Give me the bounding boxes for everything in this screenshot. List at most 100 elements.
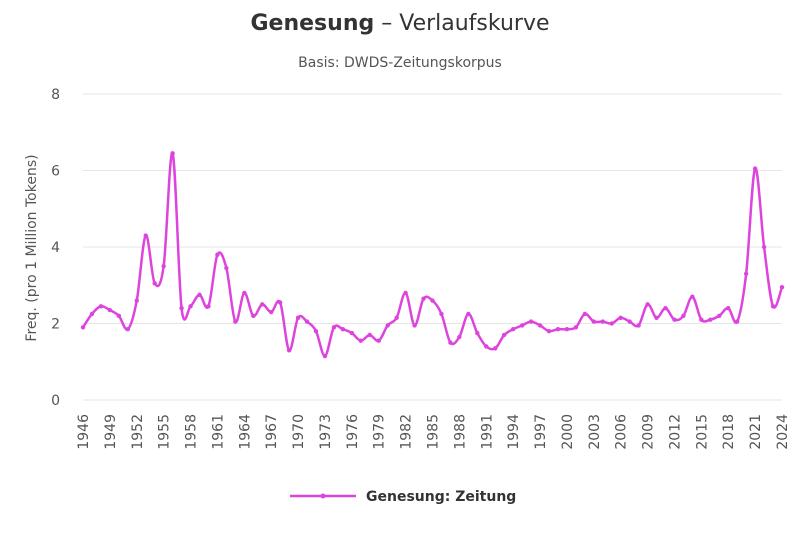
data-point[interactable] [457, 334, 462, 340]
x-tick-label: 1988 [452, 414, 468, 450]
data-point[interactable] [752, 166, 758, 171]
data-point[interactable] [161, 263, 166, 269]
data-point[interactable] [726, 306, 731, 311]
data-point[interactable] [546, 328, 552, 334]
data-point[interactable] [367, 332, 372, 338]
data-point[interactable] [618, 315, 623, 320]
data-point[interactable] [89, 311, 95, 317]
x-tick-label: 1970 [291, 414, 307, 450]
data-point[interactable] [734, 319, 740, 324]
data-point[interactable] [761, 244, 767, 250]
data-point[interactable] [295, 315, 301, 320]
data-point[interactable] [116, 313, 122, 319]
data-point[interactable] [376, 338, 381, 343]
data-point[interactable] [268, 309, 274, 315]
data-point[interactable] [609, 321, 614, 326]
x-tick-label: 2015 [694, 414, 710, 450]
data-point[interactable] [385, 323, 390, 328]
data-point[interactable] [591, 319, 597, 324]
data-point[interactable] [80, 325, 86, 330]
data-point[interactable] [663, 306, 668, 311]
data-point[interactable] [770, 304, 776, 309]
data-point[interactable] [304, 319, 310, 324]
data-point[interactable] [582, 311, 588, 317]
data-point[interactable] [484, 344, 489, 349]
data-point[interactable] [501, 332, 507, 338]
data-point[interactable] [430, 298, 435, 303]
data-point[interactable] [215, 252, 220, 257]
legend[interactable]: Genesung: Zeitung [290, 489, 516, 505]
data-point[interactable] [466, 311, 471, 317]
data-point[interactable] [224, 265, 229, 271]
x-tick-label: 2021 [748, 414, 764, 450]
data-point[interactable] [233, 319, 238, 324]
data-point[interactable] [206, 304, 211, 309]
data-point[interactable] [510, 327, 516, 332]
data-point[interactable] [331, 325, 337, 330]
data-point[interactable] [475, 330, 480, 336]
data-point[interactable] [681, 313, 686, 319]
data-point[interactable] [188, 304, 193, 309]
chart-title-rest: – Verlaufskurve [374, 11, 549, 36]
data-point[interactable] [708, 317, 713, 322]
data-point[interactable] [519, 323, 525, 328]
data-point[interactable] [179, 306, 184, 311]
data-point[interactable] [170, 151, 175, 156]
data-point[interactable] [645, 302, 650, 307]
x-tick-label: 1958 [184, 414, 200, 450]
chart-title: Genesung – Verlaufskurve [251, 11, 550, 36]
y-tick-label: 4 [51, 240, 60, 256]
data-point[interactable] [277, 300, 283, 305]
x-tick-label: 1997 [533, 414, 549, 450]
data-point[interactable] [98, 304, 104, 309]
data-point[interactable] [349, 330, 355, 336]
data-point[interactable] [242, 290, 247, 296]
data-point[interactable] [394, 315, 399, 320]
data-point[interactable] [743, 271, 749, 276]
grid-lines [83, 93, 782, 401]
data-point[interactable] [573, 325, 579, 330]
y-axis-label: Freq. (pro 1 Million Tokens) [24, 154, 40, 341]
y-tick-label: 2 [51, 317, 60, 333]
data-point[interactable] [690, 294, 695, 299]
y-tick-label: 0 [51, 393, 60, 409]
x-tick-label: 2006 [614, 414, 630, 450]
data-point[interactable] [537, 323, 543, 328]
y-axis-ticks: 0 2 4 6 8 [51, 87, 60, 409]
data-point[interactable] [654, 315, 659, 320]
data-point[interactable] [528, 319, 534, 324]
data-point[interactable] [412, 323, 417, 328]
data-point[interactable] [251, 313, 256, 319]
data-point[interactable] [143, 233, 148, 238]
data-point[interactable] [672, 317, 677, 322]
data-point[interactable] [448, 340, 453, 345]
x-tick-label: 2024 [775, 414, 791, 450]
data-point[interactable] [340, 327, 346, 332]
data-point[interactable] [600, 319, 605, 324]
data-point[interactable] [699, 317, 704, 322]
data-point[interactable] [717, 313, 722, 319]
data-point[interactable] [779, 284, 785, 290]
x-tick-label: 1955 [157, 414, 173, 450]
data-point[interactable] [313, 328, 319, 334]
data-point[interactable] [564, 327, 570, 332]
legend-label[interactable]: Genesung: Zeitung [366, 489, 516, 505]
data-point[interactable] [627, 319, 632, 324]
data-point[interactable] [493, 346, 498, 351]
data-point[interactable] [125, 327, 131, 332]
data-point[interactable] [260, 302, 265, 307]
data-point[interactable] [152, 281, 157, 286]
data-point[interactable] [197, 292, 202, 298]
data-point[interactable] [134, 298, 139, 303]
data-point[interactable] [107, 307, 113, 313]
data-point[interactable] [358, 338, 364, 343]
x-tick-label: 1967 [264, 414, 280, 450]
data-point[interactable] [286, 348, 292, 353]
data-point[interactable] [555, 327, 561, 332]
data-point[interactable] [322, 353, 328, 359]
data-point[interactable] [636, 323, 641, 328]
data-point[interactable] [421, 296, 426, 301]
data-point[interactable] [439, 311, 444, 317]
data-point[interactable] [403, 290, 408, 296]
